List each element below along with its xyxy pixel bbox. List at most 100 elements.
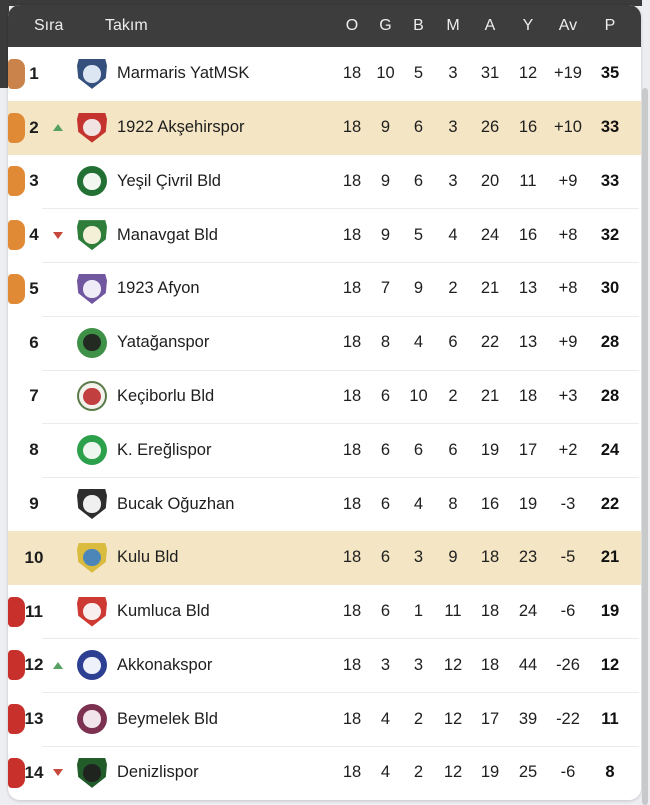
stat-av: +2	[558, 440, 578, 459]
rank-status-indicator	[8, 58, 25, 89]
row-stats: 18 9 6 3 26 16 +10 33	[335, 118, 631, 137]
yesil-civril-logo	[77, 166, 107, 197]
page-background-top	[0, 0, 642, 6]
ereglispor-logo	[77, 435, 107, 466]
stat-av: -22	[556, 709, 580, 728]
stat-p: 19	[600, 602, 620, 621]
table-row[interactable]: 7 Keçiborlu Bld 18 6 10 2 21 18 +3 28	[8, 369, 641, 424]
table-row[interactable]: 13 Beymelek Bld 18 4 2 12 17 39 -22 11	[8, 692, 641, 746]
stat-g: 6	[380, 386, 391, 405]
table-row[interactable]: 1 Marmaris YatMSK 18 10 5 3 31 12 +19 35	[8, 47, 641, 101]
standings-table-card: Sıra Takım O G B M A Y Av P 1 Marmaris YatMSK 1…	[8, 5, 641, 800]
team-name: Manavgat Bld	[117, 225, 218, 244]
stat-g: 6	[380, 548, 391, 567]
stat-m: 3	[448, 171, 458, 190]
stat-a: 19	[480, 763, 500, 782]
stat-y: 39	[518, 709, 538, 728]
stat-g: 3	[380, 655, 391, 674]
header-stat-g: G	[379, 17, 392, 34]
table-header-row: Sıra Takım O G B M A Y Av P	[8, 5, 641, 47]
scrollbar[interactable]	[642, 88, 648, 805]
table-body: 1 Marmaris YatMSK 18 10 5 3 31 12 +19 35 2 1922…	[8, 47, 641, 800]
row-stats: 18 8 4 6 22 13 +9 28	[335, 333, 631, 352]
afyon-logo	[77, 273, 107, 304]
stat-a: 18	[480, 655, 500, 674]
stat-m: 12	[443, 655, 463, 674]
stat-o: 18	[342, 655, 362, 674]
stat-y: 11	[519, 171, 537, 190]
stat-m: 6	[448, 333, 458, 352]
stat-o: 18	[342, 64, 362, 83]
rank-number: 1	[29, 63, 39, 83]
stat-o: 18	[342, 118, 362, 137]
header-stat-y: Y	[522, 17, 534, 34]
rank-number: 14	[24, 762, 44, 782]
stat-b: 6	[413, 440, 424, 459]
header-stat-av: Av	[558, 17, 578, 34]
stat-p: 12	[600, 655, 620, 674]
table-row[interactable]: 6 Yatağanspor 18 8 4 6 22 13 +9 28	[8, 315, 641, 370]
stat-m: 12	[443, 763, 463, 782]
stat-o: 18	[342, 763, 362, 782]
stat-g: 6	[380, 440, 391, 459]
stat-g: 4	[380, 709, 391, 728]
stat-o: 18	[342, 602, 362, 621]
table-row[interactable]: 5 1923 Afyon 18 7 9 2 21 13 +8 30	[8, 262, 641, 316]
stat-b: 6	[413, 171, 424, 190]
table-row[interactable]: 9 Bucak Oğuzhan 18 6 4 8 16 19 -3 22	[8, 477, 641, 531]
table-row[interactable]: 14 Denizlispor 18 4 2 12 19 25 -6 8	[8, 745, 641, 800]
stat-b: 9	[413, 279, 424, 298]
trend-icon	[52, 392, 64, 400]
kumluca-logo	[77, 596, 107, 627]
marmaris-yatmsk-logo	[77, 58, 107, 89]
stat-o: 18	[342, 494, 362, 513]
table-row[interactable]: 3 Yeşil Çivril Bld 18 9 6 3 20 11 +9 33	[8, 154, 641, 209]
stat-m: 2	[448, 386, 458, 405]
beymelek-logo	[77, 704, 107, 735]
row-stats: 18 6 4 8 16 19 -3 22	[335, 495, 631, 514]
stat-y: 17	[518, 440, 538, 459]
stat-a: 22	[480, 333, 500, 352]
stat-o: 18	[342, 709, 362, 728]
row-stats: 18 10 5 3 31 12 +19 35	[335, 64, 631, 83]
stat-av: -5	[560, 548, 576, 567]
stat-a: 26	[480, 118, 500, 137]
rank-number: 6	[29, 332, 39, 352]
table-row[interactable]: 10 Kulu Bld 18 6 3 9 18 23 -5 21	[8, 530, 641, 585]
stat-m: 6	[448, 440, 458, 459]
table-row[interactable]: 4 Manavgat Bld 18 9 5 4 24 16 +8 32	[8, 208, 641, 263]
trend-down-icon	[52, 769, 64, 777]
stat-p: 8	[605, 763, 615, 782]
akkonakspor-logo	[77, 650, 107, 681]
stat-b: 2	[413, 763, 424, 782]
stat-av: +9	[558, 171, 578, 190]
stat-y: 23	[518, 548, 538, 567]
stat-y: 25	[518, 763, 538, 782]
team-name: Denizlispor	[117, 763, 199, 782]
rank-number: 2	[29, 117, 39, 137]
stat-y: 44	[518, 655, 538, 674]
stat-g: 7	[380, 279, 391, 298]
stat-m: 3	[448, 64, 458, 83]
rank-status-indicator	[8, 220, 25, 251]
stat-p: 33	[600, 118, 620, 137]
rank-status-indicator	[8, 704, 25, 735]
stat-m: 8	[448, 494, 458, 513]
stat-o: 18	[342, 225, 362, 244]
stat-o: 18	[342, 548, 362, 567]
rank-number: 3	[29, 171, 39, 191]
row-stats: 18 9 5 4 24 16 +8 32	[335, 226, 631, 245]
table-row[interactable]: 8 K. Ereğlispor 18 6 6 6 19 17 +2 24	[8, 423, 641, 478]
stat-p: 35	[600, 64, 620, 83]
aksehirspor-logo	[77, 112, 107, 143]
stat-g: 9	[380, 118, 391, 137]
stat-g: 4	[380, 763, 391, 782]
stat-b: 4	[413, 494, 424, 513]
yataganspor-logo	[77, 327, 107, 358]
trend-up-icon	[52, 124, 64, 132]
row-stats: 18 6 1 11 18 24 -6 19	[335, 602, 631, 621]
table-row[interactable]: 2 1922 Akşehirspor 18 9 6 3 26 16 +10 33	[8, 100, 641, 155]
table-row[interactable]: 11 Kumluca Bld 18 6 1 11 18 24 -6 19	[8, 584, 641, 639]
stat-a: 19	[480, 440, 500, 459]
table-row[interactable]: 12 Akkonakspor 18 3 3 12 18 44 -26 12	[8, 638, 641, 693]
